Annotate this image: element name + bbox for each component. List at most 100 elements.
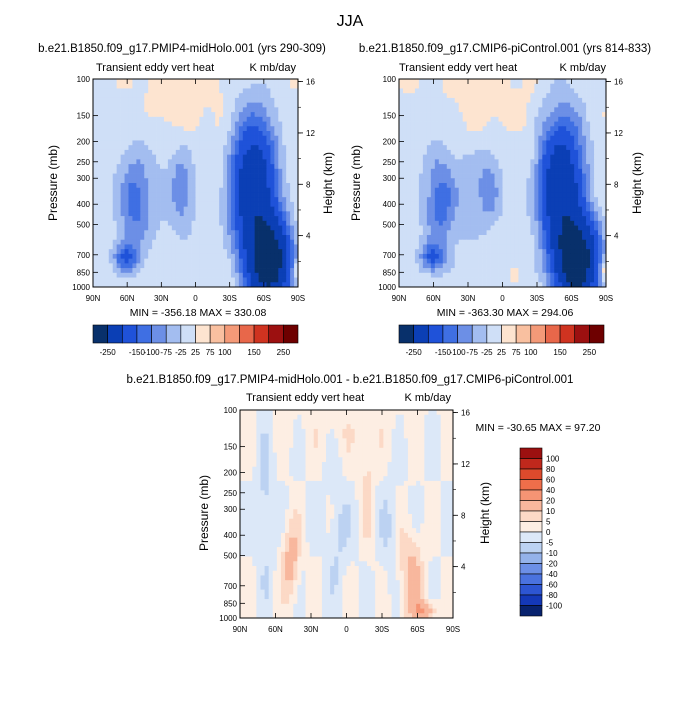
contour-cell bbox=[546, 145, 550, 150]
contour-cell bbox=[491, 240, 495, 245]
contour-cell bbox=[423, 140, 427, 145]
contour-cell bbox=[403, 226, 407, 231]
contour-cell bbox=[594, 216, 598, 221]
contour-cell bbox=[136, 278, 140, 283]
contour-cell bbox=[109, 140, 113, 145]
contour-cell bbox=[176, 226, 180, 231]
contour-cell bbox=[113, 131, 117, 136]
contour-cell bbox=[255, 249, 259, 254]
contour-cell bbox=[117, 207, 121, 212]
contour-cell bbox=[227, 230, 231, 235]
contour-cell bbox=[439, 159, 443, 164]
contour-cell bbox=[270, 178, 274, 183]
contour-cell bbox=[196, 268, 200, 273]
contour-cell bbox=[231, 122, 235, 127]
contour-cell bbox=[136, 79, 140, 84]
contour-cell bbox=[554, 249, 558, 254]
contour-cell bbox=[128, 278, 132, 283]
contour-cell bbox=[415, 79, 419, 84]
contour-cell bbox=[136, 216, 140, 221]
contour-cell bbox=[172, 197, 176, 202]
contour-cell bbox=[140, 84, 144, 89]
contour-cell bbox=[148, 98, 152, 103]
contour-cell bbox=[479, 145, 483, 150]
contour-cell bbox=[207, 140, 211, 145]
contour-cell bbox=[471, 268, 475, 273]
contour-cell bbox=[125, 273, 129, 278]
contour-cell bbox=[286, 136, 290, 141]
contour-cell bbox=[550, 226, 554, 231]
contour-cell bbox=[435, 145, 439, 150]
contour-cell bbox=[566, 235, 570, 240]
contour-cell bbox=[273, 424, 277, 429]
contour-cell bbox=[487, 136, 491, 141]
contour-cell bbox=[499, 244, 503, 249]
contour-cell bbox=[427, 202, 431, 207]
contour-cell bbox=[550, 174, 554, 179]
contour-cell bbox=[231, 235, 235, 240]
contour-cell bbox=[101, 103, 105, 108]
contour-cell bbox=[475, 235, 479, 240]
contour-cell bbox=[168, 207, 172, 212]
contour-cell bbox=[136, 140, 140, 145]
contour-cell bbox=[475, 122, 479, 127]
contour-cell bbox=[598, 221, 602, 226]
contour-cell bbox=[566, 249, 570, 254]
contour-cell bbox=[443, 169, 447, 174]
contour-cell bbox=[594, 230, 598, 235]
contour-cell bbox=[164, 235, 168, 240]
contour-cell bbox=[270, 235, 274, 240]
contour-cell bbox=[243, 188, 247, 193]
contour-cell bbox=[503, 207, 507, 212]
contour-cell bbox=[231, 240, 235, 245]
contour-cell bbox=[176, 164, 180, 169]
contour-cell bbox=[447, 235, 451, 240]
contour-cell bbox=[243, 226, 247, 231]
contour-cell bbox=[546, 112, 550, 117]
contour-cell bbox=[259, 174, 263, 179]
contour-cell bbox=[428, 415, 432, 420]
contour-cell bbox=[459, 259, 463, 264]
contour-cell bbox=[586, 230, 590, 235]
contour-cell bbox=[121, 103, 125, 108]
contour-cell bbox=[443, 259, 447, 264]
contour-cell bbox=[566, 263, 570, 268]
contour-cell bbox=[475, 244, 479, 249]
contour-cell bbox=[562, 192, 566, 197]
contour-cell bbox=[550, 202, 554, 207]
colorbar-swatch bbox=[458, 325, 473, 343]
contour-cell bbox=[125, 164, 129, 169]
contour-cell bbox=[136, 197, 140, 202]
contour-cell bbox=[392, 410, 396, 415]
contour-cell bbox=[419, 268, 423, 273]
contour-cell bbox=[379, 424, 383, 429]
contour-cell bbox=[211, 235, 215, 240]
contour-cell bbox=[526, 221, 530, 226]
contour-cell bbox=[594, 112, 598, 117]
contour-cell bbox=[558, 216, 562, 221]
contour-cell bbox=[487, 150, 491, 155]
contour-cell bbox=[574, 249, 578, 254]
contour-cell bbox=[192, 263, 196, 268]
colorbar-label: 150 bbox=[247, 348, 261, 357]
contour-cell bbox=[192, 84, 196, 89]
contour-cell bbox=[247, 254, 251, 259]
contour-cell bbox=[282, 188, 286, 193]
contour-cell bbox=[270, 103, 274, 108]
contour-cell bbox=[467, 136, 471, 141]
contour-cell bbox=[132, 235, 136, 240]
contour-cell bbox=[518, 107, 522, 112]
contour-cell bbox=[255, 103, 259, 108]
contour-cell bbox=[423, 84, 427, 89]
contour-cell bbox=[359, 424, 363, 429]
contour-cell bbox=[152, 278, 156, 283]
contour-cell bbox=[510, 230, 514, 235]
contour-cell bbox=[259, 122, 263, 127]
contour-cell bbox=[427, 169, 431, 174]
contour-cell bbox=[433, 424, 437, 429]
colorbar-swatch bbox=[516, 325, 531, 343]
contour-cell bbox=[550, 122, 554, 127]
contour-cell bbox=[491, 88, 495, 93]
contour-cell bbox=[188, 145, 192, 150]
contour-cell bbox=[192, 88, 196, 93]
